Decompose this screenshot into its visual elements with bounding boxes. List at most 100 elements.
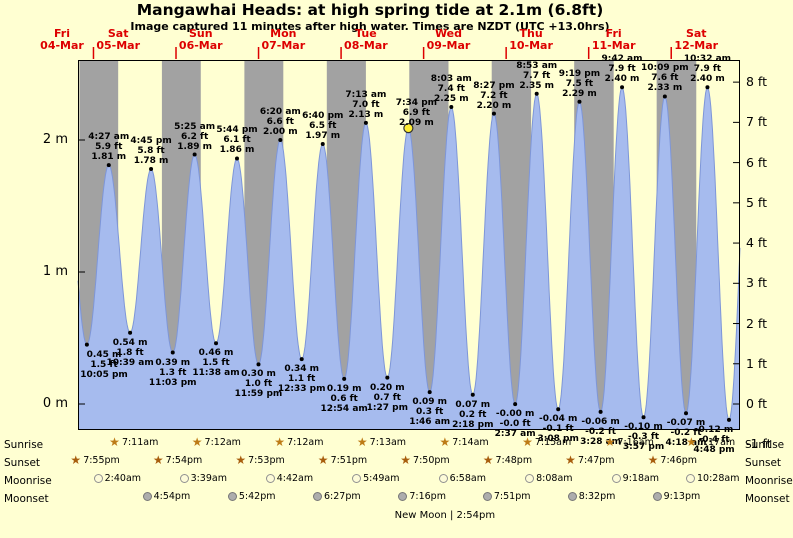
row-label-sunrise-right: Sunrise (745, 439, 785, 451)
sunrise-time: 7:14am (452, 437, 489, 448)
chart-frame (78, 60, 740, 430)
moonrise-item: 6:58am (438, 473, 486, 484)
tide-event-dot (684, 411, 689, 416)
moonset-moon-icon (142, 492, 152, 501)
sunset-time: 7:55pm (83, 455, 120, 466)
sunrise-star-icon: ★ (686, 435, 697, 449)
high-tide-annotation: 4:45 pm 5.8 ft 1.78 m (130, 136, 172, 167)
moonrise-item: 4:42am (265, 473, 314, 484)
sunset-time: 7:53pm (248, 455, 285, 466)
day-label: Fri 04-Mar (40, 27, 84, 52)
sunrise-time: 7:11am (121, 437, 159, 448)
sunrise-item: ★ 7:17am (686, 435, 736, 449)
low-tide-annotation: -0.06 m -0.2 ft 3:28 am (580, 416, 622, 447)
sunrise-time: 7:17am (698, 437, 736, 448)
low-tide-annotation: 0.34 m 1.1 ft 12:33 pm (277, 364, 326, 395)
moonrise-time: 6:58am (449, 473, 486, 484)
sunset-item: ★ 7:53pm (235, 454, 285, 466)
tide-event-dot (641, 415, 646, 420)
day-label: Wed 09-Mar (426, 27, 471, 52)
moonrise-time: 4:42am (276, 473, 314, 484)
moonset-time: 8:32pm (578, 491, 616, 502)
tide-event-dot (84, 342, 89, 347)
low-tide-annotation: 0.45 m 1.5 ft 10:05 pm (80, 349, 128, 380)
tide-event-dot (278, 138, 283, 142)
y-axis-right-label: 5 ft (746, 194, 768, 210)
moonrise-item: 5:49am (352, 473, 400, 484)
sunrise-star-icon: ★ (191, 435, 203, 449)
moonset-time: 7:16pm (409, 491, 446, 502)
y-axis-right-label: 0 ft (746, 396, 768, 411)
tide-event-dot (385, 375, 390, 380)
low-tide-annotation: 0.54 m 1.8 ft 10:39 am (106, 337, 154, 368)
low-tide-annotation: 0.46 m 1.5 ft 11:38 am (192, 348, 240, 379)
sunrise-time: 7:12am (204, 437, 241, 448)
y-axis-right-label: 2 ft (746, 315, 768, 331)
tide-event-dot (214, 341, 219, 346)
moonrise-moon-icon (438, 474, 448, 483)
tide-event-dot (363, 120, 368, 125)
high-tide-annotation: 10:32 am 7.9 ft 2.40 m (683, 54, 732, 85)
high-tide-annotation: 6:20 am 6.6 ft 2.00 m (259, 107, 301, 137)
high-tide-annotation: 7:13 am 7.0 ft 2.13 m (345, 89, 387, 120)
tide-event-dot (299, 357, 304, 362)
low-tide-annotation: 0.07 m 0.2 ft 2:18 pm (452, 399, 494, 430)
sunrise-time: 7:12am (287, 437, 324, 448)
y-axis-left-label: 0 m (42, 396, 68, 411)
high-tide-annotation: 6:40 pm 6.5 ft 1.97 m (302, 110, 344, 141)
sunrise-star-icon: ★ (109, 435, 120, 449)
moonset-moon-icon (398, 492, 408, 501)
high-tide-annotation: 9:42 am 7.9 ft 2.40 m (601, 54, 643, 85)
tide-event-dot (513, 402, 518, 407)
high-tide-annotation: 9:19 pm 7.5 ft 2.29 m (558, 68, 601, 99)
sunrise-star-icon: ★ (604, 435, 616, 449)
tide-event-dot (320, 141, 325, 146)
tide-event-dot (449, 105, 454, 109)
moonset-time: 9:13pm (663, 491, 701, 502)
moonrise-time: 5:49am (363, 473, 400, 484)
moonrise-time: 8:08am (536, 473, 573, 484)
high-tide-annotation: 8:53 am 7.7 ft 2.35 m (516, 60, 558, 91)
sunrise-star-icon: ★ (274, 435, 286, 449)
moonrise-moon-icon (525, 474, 535, 483)
high-tide-annotation: 5:25 am 6.2 ft 1.89 m (174, 121, 216, 152)
moonset-item: 7:16pm (398, 491, 446, 502)
high-tide-annotation: 5:44 pm 6.1 ft 1.86 m (216, 125, 258, 156)
low-tide-annotation: 0.30 m 1.0 ft 11:59 pm (234, 369, 283, 400)
moonset-moon-icon (312, 492, 322, 501)
tide-event-dot (620, 85, 625, 90)
low-tide-annotation: 0.20 m 0.7 ft 1:27 pm (366, 382, 408, 413)
low-tide-annotation: -0.04 m -0.1 ft 3:08 pm (537, 414, 579, 445)
sunset-time: 7:50pm (413, 455, 450, 466)
day-label: Sun 06-Mar (178, 27, 223, 52)
row-label-moonrise-right: Moonrise (745, 475, 793, 487)
moonrise-item: 10:28am (686, 473, 739, 484)
y-axis-left-label: 1 m (42, 264, 68, 279)
sunrise-star-icon: ★ (522, 435, 533, 449)
moonrise-time: 9:18am (622, 473, 660, 484)
tide-event-dot (427, 390, 432, 395)
tide-event-dot (726, 417, 731, 422)
sunset-time: 7:46pm (660, 455, 698, 466)
moonset-time: 4:54pm (153, 491, 191, 502)
row-label-sunset-left: Sunset (4, 457, 41, 469)
high-tide-annotation: 8:03 am 7.4 ft 2.25 m (430, 74, 472, 104)
moonset-item: 8:32pm (567, 491, 616, 502)
sunset-star-icon: ★ (317, 453, 329, 467)
tide-event-dot (491, 111, 496, 116)
day-label: Fri 11-Mar (591, 27, 636, 52)
moonrise-time: 3:39am (190, 473, 227, 484)
low-tide-annotation: 0.09 m 0.3 ft 1:46 am (409, 397, 451, 428)
moonset-time: 6:27pm (323, 491, 361, 502)
moonset-item: 5:42pm (227, 491, 276, 502)
sunset-star-icon: ★ (647, 453, 659, 467)
low-tide-annotation: 0.19 m 0.6 ft 12:54 am (320, 383, 368, 414)
sunset-item: ★ 7:48pm (483, 454, 532, 466)
sunrise-item: ★ 7:11am (109, 435, 159, 449)
moonrise-item: 8:08am (525, 473, 573, 484)
page-subtitle: Image captured 11 minutes after high wat… (130, 20, 610, 33)
page-title: Mangawhai Heads: at high spring tide at … (136, 1, 604, 19)
sunset-star-icon: ★ (400, 453, 412, 467)
